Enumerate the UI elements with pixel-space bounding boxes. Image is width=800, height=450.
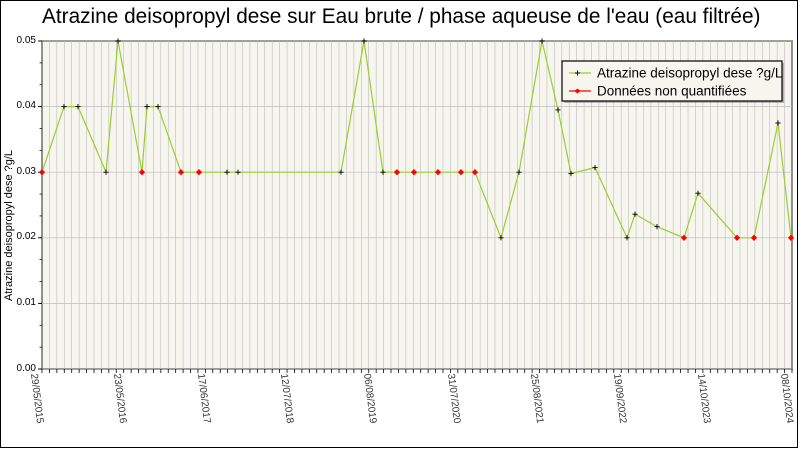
- svg-text:Atrazine deisopropyl dese ?g/L: Atrazine deisopropyl dese ?g/L: [597, 66, 783, 81]
- svg-text:Données non quantifiées: Données non quantifiées: [597, 84, 747, 99]
